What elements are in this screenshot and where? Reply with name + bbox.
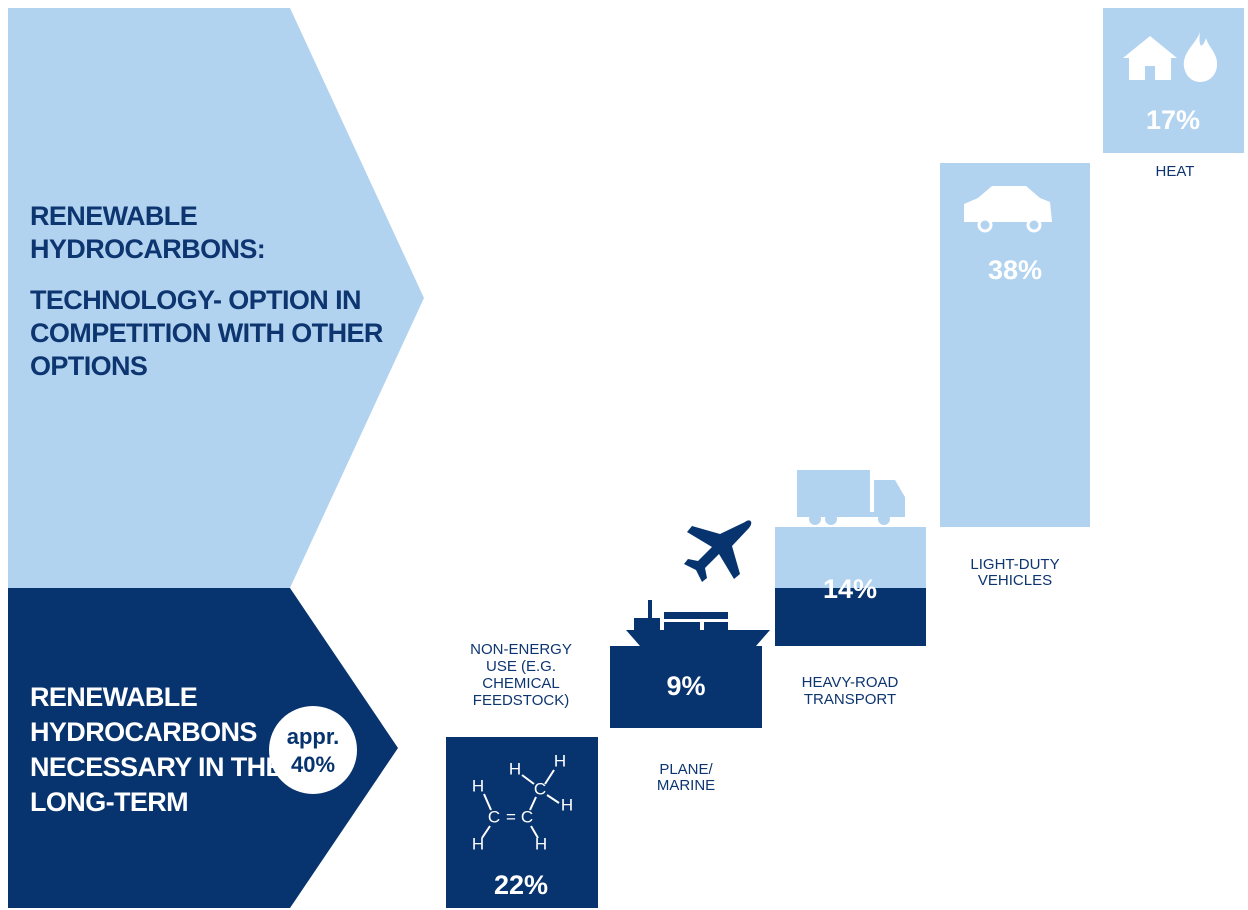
icon-part [530, 825, 539, 839]
segment-box-light [940, 163, 1090, 527]
atom: C [488, 807, 500, 826]
icon-part [483, 793, 492, 811]
atom: H [535, 834, 547, 853]
plane-icon [684, 520, 752, 582]
segment-box-light [1103, 8, 1244, 153]
segment-box [610, 646, 762, 728]
icon-part [481, 825, 491, 839]
segment-label: PLANE/ [659, 761, 713, 778]
house-icon [1123, 36, 1177, 80]
icon-part [797, 512, 905, 517]
badge-text: 40% [291, 752, 335, 777]
segment-label: VEHICLES [978, 572, 1052, 589]
segment-box [775, 588, 926, 646]
segment-label: HEAVY-ROAD [802, 674, 899, 691]
icon-part [878, 513, 890, 525]
segment-label: TRANSPORT [804, 691, 896, 708]
icon-part [529, 796, 537, 811]
atom: C [521, 807, 533, 826]
segment-value: 14% [823, 574, 877, 604]
segment-label: LIGHT-DUTY [970, 556, 1059, 573]
top-text: OPTIONS [30, 351, 147, 381]
flame-icon [1183, 32, 1218, 82]
icon-part [546, 794, 560, 804]
segment-box [446, 737, 598, 908]
truck-icon [797, 470, 905, 525]
bottom-text: HYDROCARBONS [30, 717, 257, 747]
atom: H [509, 759, 521, 778]
segment-label: HEAT [1156, 163, 1195, 180]
segment-label: CHEMICAL [482, 675, 560, 692]
badge-text: appr. [287, 724, 340, 749]
segment-label: NON-ENERGY [470, 641, 572, 658]
top-text: RENEWABLE [30, 201, 197, 231]
atom: C [534, 779, 546, 798]
car-icon [964, 186, 1052, 233]
icon-part [825, 513, 837, 525]
badge [269, 706, 357, 794]
bottom-text: NECESSARY IN THE [30, 752, 283, 782]
bottom-text: LONG-TERM [30, 787, 188, 817]
bottom-text: RENEWABLE [30, 682, 197, 712]
segment-label: FEEDSTOCK) [473, 692, 569, 709]
atom: H [561, 795, 573, 814]
segment-value: 22% [494, 870, 548, 900]
icon-part [964, 186, 1052, 222]
atom: = [506, 807, 516, 826]
bottom-arrow [8, 588, 398, 908]
top-arrow [8, 8, 424, 588]
atom: H [554, 751, 566, 770]
icon-part [977, 217, 993, 233]
icon-part [797, 470, 870, 512]
segment-label: MARINE [657, 777, 715, 794]
icon-part [521, 774, 535, 785]
molecule-bonds [481, 769, 560, 839]
segment-value: 17% [1146, 105, 1200, 135]
top-text: TECHNOLOGY- OPTION IN [30, 285, 361, 315]
segment-box-light [775, 527, 926, 588]
icon-part [1026, 217, 1042, 233]
icon-part [544, 769, 555, 785]
atom: H [472, 834, 484, 853]
top-text: COMPETITION WITH OTHER [30, 318, 383, 348]
segment-label: USE (E.G. [486, 658, 556, 675]
atom: H [472, 776, 484, 795]
segment-value: 38% [988, 255, 1042, 285]
segment-value: 9% [666, 671, 705, 701]
icon-part [809, 513, 821, 525]
ship-icon [626, 600, 770, 646]
top-text: HYDROCARBONS: [30, 234, 265, 264]
icon-part [874, 480, 905, 514]
